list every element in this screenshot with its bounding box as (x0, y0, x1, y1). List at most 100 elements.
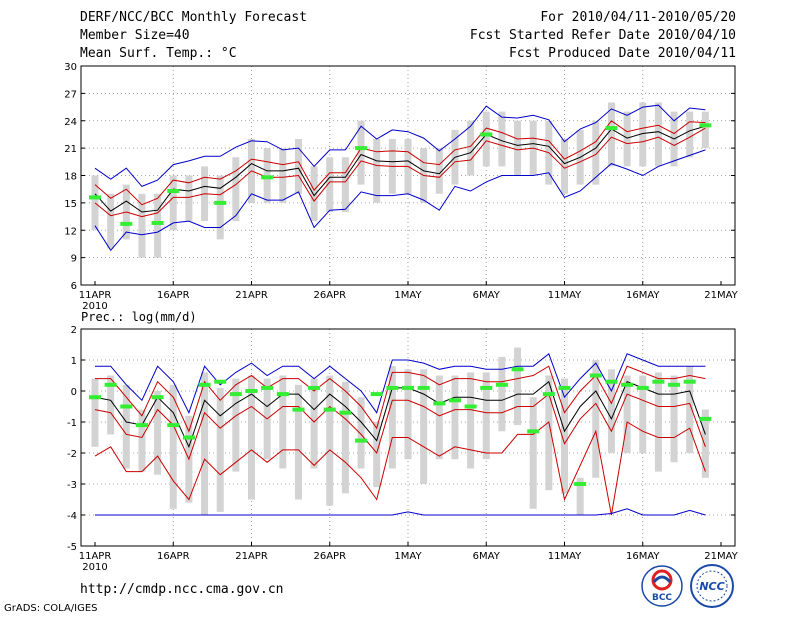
spread-box (373, 139, 381, 203)
spread-box (232, 378, 240, 472)
spread-box (607, 369, 615, 453)
observation-mark (292, 407, 305, 412)
series-line-ensemble-mean (94, 125, 706, 213)
spread-box (185, 175, 193, 222)
spread-box (592, 360, 600, 478)
observation-mark (276, 392, 289, 397)
spread-box (701, 111, 709, 149)
x-tick-label: 26APR (313, 290, 346, 301)
series-line-ensemble-p10 (94, 421, 706, 516)
x-tick-label: 6MAY (473, 551, 501, 562)
y-tick-label: 6 (71, 281, 77, 292)
year-label: 2010 (82, 562, 107, 573)
variable-label: Mean Surf. Temp.: °C (80, 46, 237, 61)
observation-mark (386, 385, 399, 390)
x-tick-label: 21APR (235, 290, 268, 301)
x-tick-label: 11MAY (548, 551, 582, 562)
observation-mark (245, 389, 258, 393)
y-tick-label: 9 (71, 254, 77, 265)
spread-box (639, 102, 647, 167)
spread-box (639, 375, 647, 453)
spread-box (294, 139, 302, 194)
spread-box (576, 477, 584, 515)
observation-mark (89, 395, 101, 400)
spread-box (357, 120, 365, 185)
observation-mark (480, 132, 493, 137)
chart-title: DERF/NCC/BCC Monthly Forecast (80, 10, 307, 25)
observation-mark (167, 423, 180, 428)
member-size: Member Size=40 (80, 28, 190, 43)
observation-mark (495, 382, 508, 387)
y-tick-label: -5 (67, 542, 77, 553)
series-line-upper-percentile (95, 365, 706, 433)
spread-box (326, 375, 334, 506)
spread-box (498, 356, 506, 432)
y-tick-label: 15 (64, 199, 77, 210)
x-tick-label: 1MAY (394, 551, 422, 562)
x-tick-label: 26APR (313, 551, 346, 562)
plot-frame (80, 65, 736, 286)
spread-box (514, 120, 522, 176)
spread-box (686, 111, 694, 158)
spread-box (435, 148, 443, 194)
observation-mark (558, 385, 571, 390)
bcc-logo-text: BCC (652, 593, 672, 603)
spread-box (514, 347, 522, 426)
observation-mark (511, 367, 524, 372)
spread-box (654, 372, 662, 472)
spread-box (216, 175, 224, 240)
y-tick-label: 2 (71, 325, 77, 336)
observation-mark (589, 373, 602, 378)
observation-mark (120, 221, 133, 226)
spread-box (138, 193, 146, 258)
spread-box (467, 372, 475, 469)
y-tick-label: -3 (67, 480, 77, 491)
spread-box (154, 391, 162, 475)
observation-mark (214, 200, 227, 205)
observation-mark (448, 398, 461, 403)
observation-mark (182, 435, 195, 440)
series-line-ensemble-min (95, 508, 706, 516)
spread-box (91, 378, 99, 447)
series-line-lower-percentile (94, 393, 706, 461)
observation-mark (198, 382, 211, 387)
observation-mark (151, 395, 164, 400)
observation-mark (542, 392, 555, 397)
observation-mark (464, 404, 477, 409)
spread-box (686, 366, 694, 453)
x-tick-label: 21MAY (704, 290, 738, 301)
observation-mark (417, 385, 430, 390)
precip-panel-title: Prec.: log(mm/d) (81, 310, 197, 324)
forecast-period: For 2010/04/11-2010/05/20 (540, 10, 736, 25)
y-tick-label: 12 (64, 226, 77, 237)
observation-mark (120, 404, 133, 409)
spread-box (451, 375, 459, 460)
observation-mark (433, 401, 446, 406)
spread-box (420, 369, 428, 484)
y-tick-label: -1 (67, 418, 77, 429)
y-tick-label: -4 (67, 511, 77, 522)
spread-box (201, 372, 209, 515)
temperature-panel: 6 9 12 15 18 21 24 27 30 11APR 16APR 21APR 26APR 1MAY… (64, 62, 738, 312)
spread-box (310, 166, 318, 222)
observation-mark (135, 423, 148, 428)
spread-box (654, 102, 662, 167)
spread-box (357, 397, 365, 469)
y-tick-label: 18 (64, 172, 77, 183)
observation-mark (355, 438, 368, 443)
spread-box (701, 409, 709, 478)
y-tick-label: 0 (71, 387, 77, 398)
observation-mark (683, 379, 696, 384)
y-tick-label: 27 (64, 89, 77, 100)
spread-box (545, 375, 553, 491)
spread-box (623, 111, 631, 167)
x-tick-label: 11APR (79, 290, 112, 301)
spread-box (279, 375, 287, 469)
observation-mark (699, 416, 712, 421)
x-tick-label: 11APR (79, 551, 112, 562)
y-tick-label: -2 (67, 449, 77, 460)
spread-box (279, 148, 287, 203)
spread-box (482, 111, 490, 167)
spread-box (388, 366, 396, 469)
